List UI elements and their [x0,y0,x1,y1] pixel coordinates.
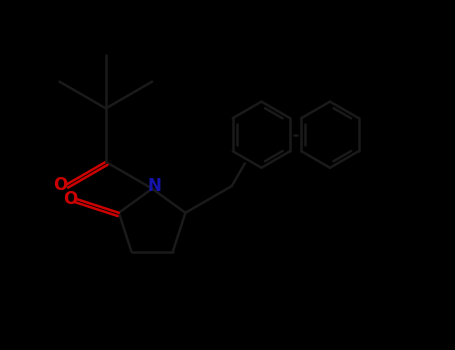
Text: O: O [63,190,77,208]
Text: O: O [54,176,68,194]
Text: N: N [147,177,162,195]
